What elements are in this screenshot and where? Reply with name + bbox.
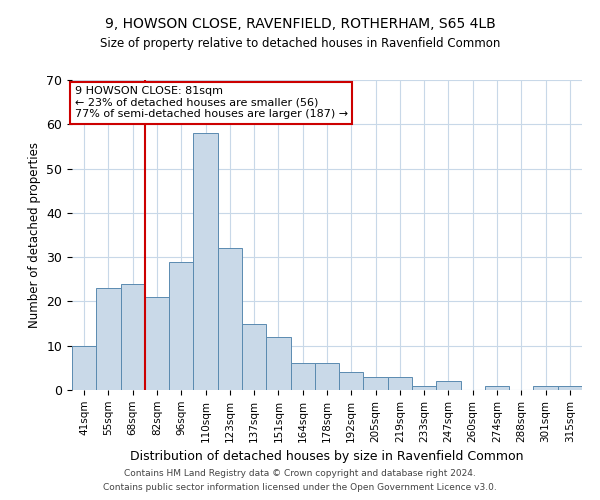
Text: Contains HM Land Registry data © Crown copyright and database right 2024.: Contains HM Land Registry data © Crown c… — [124, 468, 476, 477]
X-axis label: Distribution of detached houses by size in Ravenfield Common: Distribution of detached houses by size … — [130, 450, 524, 463]
Bar — [145, 297, 169, 390]
Bar — [193, 133, 218, 390]
Text: Size of property relative to detached houses in Ravenfield Common: Size of property relative to detached ho… — [100, 38, 500, 51]
Bar — [290, 364, 315, 390]
Bar — [436, 381, 461, 390]
Text: Contains public sector information licensed under the Open Government Licence v3: Contains public sector information licen… — [103, 484, 497, 492]
Bar — [412, 386, 436, 390]
Bar — [96, 288, 121, 390]
Y-axis label: Number of detached properties: Number of detached properties — [28, 142, 41, 328]
Bar — [485, 386, 509, 390]
Bar — [558, 386, 582, 390]
Bar — [218, 248, 242, 390]
Bar — [72, 346, 96, 390]
Bar — [121, 284, 145, 390]
Bar — [388, 376, 412, 390]
Bar — [169, 262, 193, 390]
Bar — [315, 364, 339, 390]
Bar — [339, 372, 364, 390]
Bar — [242, 324, 266, 390]
Text: 9, HOWSON CLOSE, RAVENFIELD, ROTHERHAM, S65 4LB: 9, HOWSON CLOSE, RAVENFIELD, ROTHERHAM, … — [104, 18, 496, 32]
Bar — [533, 386, 558, 390]
Bar — [364, 376, 388, 390]
Text: 9 HOWSON CLOSE: 81sqm
← 23% of detached houses are smaller (56)
77% of semi-deta: 9 HOWSON CLOSE: 81sqm ← 23% of detached … — [74, 86, 347, 120]
Bar — [266, 337, 290, 390]
